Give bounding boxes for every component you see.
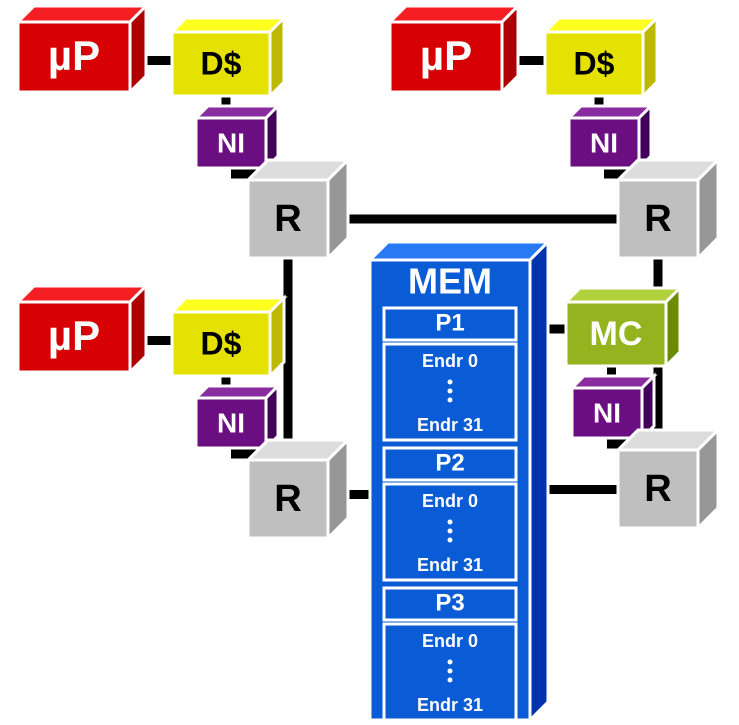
node-R1: R	[248, 160, 348, 258]
node-label-R3: R	[274, 478, 301, 520]
mem-label: MEM	[408, 261, 492, 302]
mem-endr-top-0: Endr 0	[422, 351, 478, 371]
mem-page-label-1: P2	[435, 449, 464, 476]
node-uP3: µP	[18, 286, 146, 372]
diagram-canvas: MEM P1 Endr 0 Endr 31 P2 Endr 0 Endr 31 P3 Endr …	[0, 0, 739, 725]
node-uP1: µP	[18, 6, 146, 92]
node-D3: D$	[172, 298, 284, 376]
node-NI1: NI	[196, 106, 278, 168]
mem-endr-bot-1: Endr 31	[417, 555, 483, 575]
node-label-MC: MC	[590, 315, 643, 353]
mem-endr-top-1: Endr 0	[422, 491, 478, 511]
node-R4: R	[618, 430, 718, 528]
node-label-R4: R	[644, 468, 671, 510]
node-label-R2: R	[644, 198, 671, 240]
mem-endr-top-2: Endr 0	[422, 631, 478, 651]
node-MC: MC	[566, 288, 680, 366]
node-R3: R	[248, 440, 348, 538]
node-label-D3: D$	[201, 325, 242, 361]
node-label-uP1: µP	[48, 32, 100, 79]
mem-endr-bot-0: Endr 31	[417, 415, 483, 435]
node-NI3: NI	[196, 386, 278, 448]
node-D1: D$	[172, 18, 284, 96]
node-label-R1: R	[274, 198, 301, 240]
mem-page-label-2: P3	[435, 589, 464, 616]
node-label-D2: D$	[574, 45, 615, 81]
node-uP2: µP	[390, 6, 518, 92]
node-label-NI1: NI	[217, 127, 245, 158]
node-label-NI2: NI	[590, 127, 618, 158]
mem-endr-bot-2: Endr 31	[417, 695, 483, 715]
node-label-D1: D$	[201, 45, 242, 81]
mem-page-label-0: P1	[435, 309, 464, 336]
node-label-NI3: NI	[217, 407, 245, 438]
mem-block: MEM P1 Endr 0 Endr 31 P2 Endr 0 Endr 31 P3 Endr …	[370, 242, 548, 720]
node-R2: R	[618, 160, 718, 258]
node-label-NI4: NI	[593, 397, 621, 428]
node-label-uP2: µP	[420, 32, 472, 79]
node-label-uP3: µP	[48, 312, 100, 359]
node-D2: D$	[545, 18, 657, 96]
